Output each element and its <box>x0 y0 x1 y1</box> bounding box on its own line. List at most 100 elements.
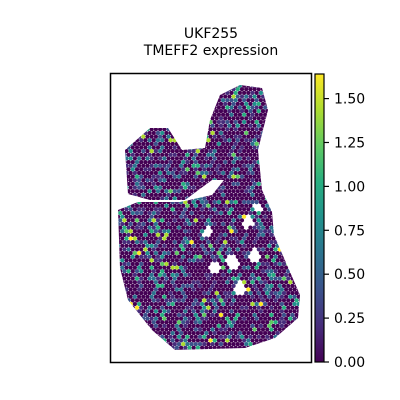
spot <box>206 159 211 165</box>
spot <box>176 152 182 157</box>
spot <box>290 101 295 106</box>
spot <box>290 269 295 274</box>
spot <box>185 101 190 106</box>
spot <box>233 127 238 132</box>
spot <box>273 152 278 157</box>
spot <box>269 174 274 179</box>
spot <box>263 119 268 125</box>
spot <box>170 214 175 219</box>
spot <box>281 181 287 187</box>
spot <box>126 181 131 187</box>
spot <box>260 152 266 157</box>
spot <box>265 341 270 347</box>
spot <box>290 145 295 150</box>
spot <box>197 298 203 303</box>
spot <box>155 240 161 245</box>
spot <box>179 272 184 278</box>
spot <box>158 272 163 278</box>
spot <box>195 345 200 350</box>
spot <box>223 305 228 310</box>
spot <box>295 80 299 84</box>
spot <box>195 170 200 176</box>
spot <box>246 280 251 285</box>
spot <box>206 312 211 318</box>
spot <box>168 269 173 274</box>
spot <box>189 240 194 245</box>
spot <box>250 156 255 161</box>
spot <box>130 159 135 165</box>
spot <box>164 80 168 84</box>
spot <box>231 283 236 288</box>
spot <box>174 192 179 197</box>
spot <box>294 167 299 172</box>
spot <box>244 305 249 310</box>
spot <box>223 320 228 325</box>
spot <box>183 280 188 285</box>
spot <box>233 141 238 146</box>
spot <box>216 345 221 350</box>
spot <box>166 309 171 314</box>
spot <box>239 305 245 310</box>
spot <box>246 185 251 190</box>
spot <box>162 309 167 314</box>
spot <box>252 101 257 106</box>
spot <box>134 298 140 303</box>
spot <box>233 280 238 285</box>
spot <box>242 280 247 285</box>
spot <box>204 280 209 285</box>
spot <box>122 349 127 350</box>
spot <box>162 105 167 110</box>
spot <box>189 312 194 318</box>
spot <box>124 170 129 176</box>
spot <box>128 127 133 132</box>
spot <box>277 305 282 310</box>
spot <box>258 127 263 132</box>
spot <box>216 163 221 168</box>
spot <box>242 127 247 132</box>
spot <box>145 309 150 314</box>
spot <box>235 101 240 106</box>
spot <box>187 85 192 88</box>
spot <box>137 250 142 256</box>
spot <box>151 291 156 296</box>
spot <box>267 156 272 161</box>
spot <box>187 214 192 219</box>
spot <box>275 236 280 241</box>
spot <box>197 159 203 165</box>
spot <box>279 170 284 176</box>
spot <box>118 185 121 190</box>
spot <box>193 298 198 303</box>
spot <box>189 276 194 281</box>
spot <box>204 243 209 248</box>
spot <box>168 210 173 216</box>
spot <box>290 210 295 216</box>
spot <box>147 87 152 92</box>
spot <box>145 98 150 103</box>
spot <box>118 90 121 96</box>
spot <box>288 149 293 154</box>
spot <box>174 200 179 205</box>
spot <box>237 141 242 146</box>
spot <box>212 214 217 219</box>
spot <box>296 149 300 154</box>
spot <box>269 94 274 99</box>
spot <box>147 203 152 208</box>
spot <box>143 320 148 325</box>
spot <box>181 145 186 150</box>
spot <box>288 287 293 292</box>
spot <box>284 178 289 183</box>
spot <box>281 210 287 216</box>
spot <box>185 196 190 201</box>
spot <box>181 225 186 230</box>
spot <box>242 272 247 278</box>
spot <box>181 261 186 267</box>
spot <box>149 331 154 336</box>
spot <box>267 287 272 292</box>
spot <box>265 298 270 303</box>
spot <box>284 119 289 125</box>
spot <box>292 272 297 278</box>
spot <box>298 203 300 208</box>
spot <box>189 87 194 92</box>
spot <box>248 225 253 230</box>
spot <box>191 338 196 343</box>
